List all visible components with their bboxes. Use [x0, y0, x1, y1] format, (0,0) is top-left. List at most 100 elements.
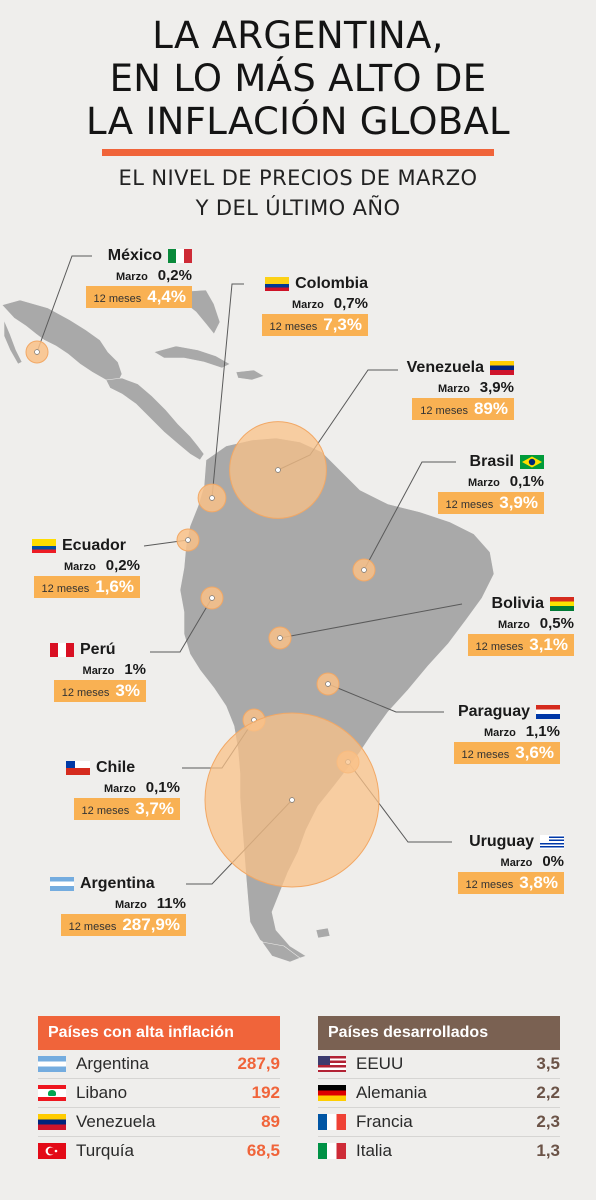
uruguay-flag-icon [540, 835, 564, 849]
country-name-chile: Chile [96, 759, 136, 776]
row-value: 1,3 [536, 1141, 560, 1160]
year-label: 12 meses [61, 687, 110, 699]
argentina-flag-icon [38, 1056, 66, 1072]
month-value-brasil: 0,1% [509, 473, 544, 490]
month-value-bolivia: 0,5% [539, 615, 574, 632]
callout-peru: Perú Marzo 1% 12 meses 3% [50, 640, 146, 702]
row-value: 3,5 [536, 1054, 560, 1073]
venezuela-flag-icon [490, 361, 514, 375]
callout-argentina: Argentina Marzo 11% 12 meses 287,9% [50, 874, 186, 936]
year-label: 12 meses [93, 293, 142, 305]
south-america-land [179, 437, 495, 961]
libano-flag-icon [38, 1085, 66, 1101]
year-value-peru: 3% [115, 681, 140, 700]
point-paraguay [325, 681, 331, 687]
year-value-brasil: 3,9% [499, 493, 538, 512]
row-country: Turquía [76, 1141, 134, 1160]
bubbles [25, 340, 380, 888]
central-america-land [105, 377, 205, 461]
ecuador-flag-icon [32, 539, 56, 553]
bolivia-flag-icon [550, 597, 574, 611]
subtitle-line-1: EL NIVEL DE PRECIOS DE MARZO [118, 166, 478, 190]
country-name-argentina: Argentina [80, 875, 155, 892]
argentina-flag-icon [50, 877, 74, 891]
francia-flag-icon [318, 1114, 346, 1130]
month-value-mexico: 0,2% [157, 267, 192, 284]
month-label: Marzo [116, 271, 148, 283]
turquia-flag-icon [38, 1143, 66, 1159]
brasil-flag-icon [520, 455, 544, 469]
country-name-paraguay: Paraguay [457, 703, 530, 720]
table-row: Italia 1,3 [318, 1137, 560, 1165]
point-mexico [34, 349, 40, 355]
title-line-2: EN LO MÁS ALTO DE [109, 57, 487, 100]
title-underline [102, 149, 494, 156]
callout-brasil: Brasil Marzo 0,1% 12 meses 3,9% [418, 452, 544, 514]
month-value-argentina: 11% [156, 895, 186, 912]
year-label: 12 meses [465, 879, 514, 891]
year-value-ecuador: 1,6% [95, 577, 134, 596]
mexico-land [1, 299, 123, 383]
point-venezuela [275, 467, 281, 473]
row-country: Argentina [76, 1054, 149, 1073]
year-value-colombia: 7,3% [323, 315, 362, 334]
point-argentina [289, 797, 295, 803]
developed-title: Países desarrollados [318, 1016, 560, 1050]
callout-ecuador: Ecuador Marzo 0,2% 12 meses 1,6% [32, 536, 140, 598]
row-country: Francia [356, 1112, 413, 1131]
table-row: Turquía 68,5 [38, 1137, 280, 1165]
year-label: 12 meses [68, 921, 117, 933]
mexico-flag-icon [168, 249, 192, 263]
falklands-land [315, 927, 331, 939]
table-row: Argentina 287,9 [38, 1050, 280, 1079]
year-label: 12 meses [461, 749, 510, 761]
month-label: Marzo [498, 619, 530, 631]
month-value-peru: 1% [124, 661, 146, 678]
country-name-venezuela: Venezuela [406, 359, 484, 376]
month-label: Marzo [468, 477, 500, 489]
year-label: 12 meses [475, 641, 524, 653]
month-value-chile: 0,1% [145, 779, 180, 796]
table-row: Alemania 2,2 [318, 1079, 560, 1108]
row-value: 2,3 [536, 1112, 560, 1131]
point-colombia [209, 495, 215, 501]
year-label: 12 meses [81, 805, 130, 817]
developed-table: Países desarrollados EEUU 3,5 Alemania 2… [318, 1016, 560, 1165]
venezuela-flag-icon [38, 1114, 66, 1130]
year-value-mexico: 4,4% [147, 287, 186, 306]
row-country: Italia [356, 1141, 392, 1160]
high-inflation-title: Países con alta inflación [38, 1016, 280, 1050]
year-value-argentina: 287,9% [122, 915, 180, 934]
callout-uruguay: Uruguay Marzo 0% 12 meses 3,8% [452, 832, 564, 894]
leader-line-bolivia [279, 603, 463, 639]
eeuu-flag-icon [318, 1056, 346, 1072]
table-row: Francia 2,3 [318, 1108, 560, 1137]
title-line-1: LA ARGENTINA, [152, 14, 444, 57]
row-country: EEUU [356, 1054, 404, 1073]
subtitle-line-2: Y DEL ÚLTIMO AÑO [195, 196, 401, 220]
point-bolivia [277, 635, 283, 641]
row-country: Libano [76, 1083, 128, 1102]
row-country: Venezuela [76, 1112, 156, 1131]
year-value-paraguay: 3,6% [515, 743, 554, 762]
month-label: Marzo [484, 727, 516, 739]
month-value-paraguay: 1,1% [525, 723, 560, 740]
month-value-ecuador: 0,2% [105, 557, 140, 574]
month-value-venezuela: 3,9% [479, 379, 514, 396]
hispaniola-land [235, 369, 265, 381]
year-value-bolivia: 3,1% [529, 635, 568, 654]
country-name-peru: Perú [80, 641, 116, 658]
year-value-chile: 3,7% [135, 799, 174, 818]
leader-line-peru [150, 597, 213, 653]
row-value: 68,5 [246, 1141, 280, 1160]
table-row: Venezuela 89 [38, 1108, 280, 1137]
country-name-ecuador: Ecuador [62, 537, 127, 554]
leader-line-mexico [36, 255, 92, 353]
year-label: 12 meses [41, 583, 90, 595]
country-name-brasil: Brasil [469, 453, 514, 470]
country-name-mexico: México [107, 247, 162, 264]
month-label: Marzo [115, 899, 147, 911]
country-name-bolivia: Bolivia [491, 595, 544, 612]
italia-flag-icon [318, 1143, 346, 1159]
year-label: 12 meses [420, 405, 468, 417]
